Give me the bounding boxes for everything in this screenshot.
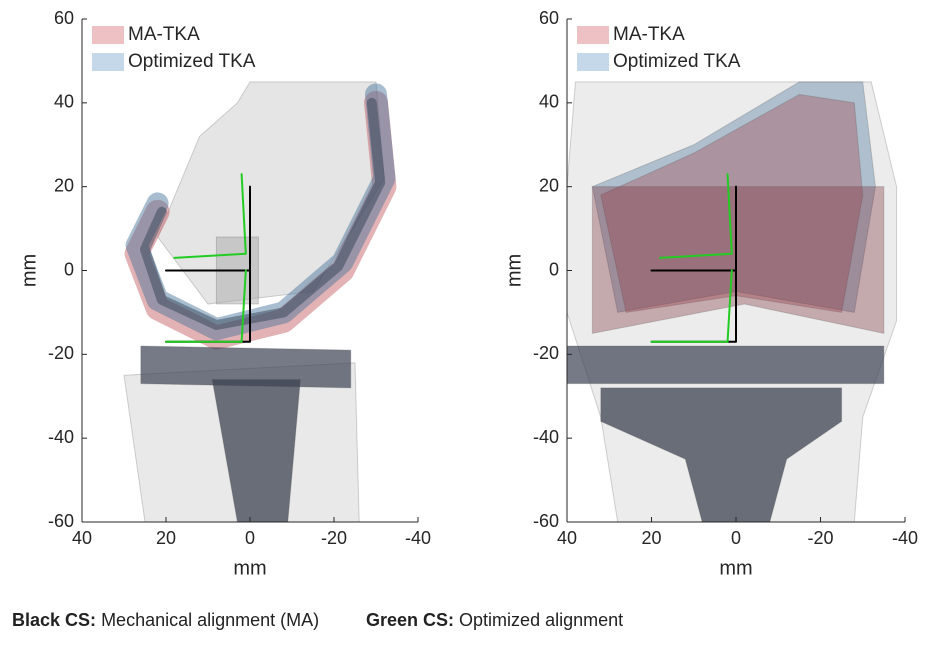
legend-label: MA-TKA: [613, 24, 685, 45]
caption-text: Optimized alignment: [459, 610, 623, 630]
caption-label: Green CS:: [366, 610, 454, 630]
implant-shape: [567, 346, 884, 384]
caption-item: Black CS: Mechanical alignment (MA): [12, 610, 319, 631]
y-tick-label: -20: [48, 343, 74, 363]
x-tick-label: -40: [405, 528, 431, 548]
x-tick-label: -40: [892, 528, 918, 548]
x-tick-label: 20: [156, 528, 176, 548]
x-axis-label: mm: [719, 557, 752, 579]
x-tick-label: 0: [245, 528, 255, 548]
y-tick-label: -60: [533, 511, 559, 531]
chart: 40 20 0 -20 -40 -60 -40 -20 0 20 40 60 mm mm MA-TKA Opt…: [0, 0, 929, 600]
x-axis-label: mm: [233, 557, 266, 579]
legend-label: Optimized TKA: [613, 51, 741, 72]
y-tick-label: 60: [539, 8, 559, 28]
x-tick-label: 20: [641, 528, 661, 548]
y-tick-label: -60: [48, 511, 74, 531]
legend-swatch: [577, 26, 609, 44]
y-axis-label: mm: [18, 254, 40, 287]
x-tick-label: -20: [807, 528, 833, 548]
y-tick-label: 40: [539, 92, 559, 112]
x-tick-label: 40: [72, 528, 92, 548]
legend-swatch: [92, 53, 124, 71]
legend-label: Optimized TKA: [128, 51, 256, 72]
y-axis-label: mm: [503, 254, 525, 287]
caption-label: Black CS:: [12, 610, 96, 630]
render: [567, 82, 897, 522]
y-tick-label: 20: [539, 175, 559, 195]
caption-text: Mechanical alignment (MA): [101, 610, 319, 630]
y-tick-label: -40: [533, 427, 559, 447]
figure: 40 20 0 -20 -40 -60 -40 -20 0 20 40 60 mm mm MA-TKA Opt…: [0, 0, 929, 658]
render: [124, 82, 384, 522]
y-tick-label: 0: [549, 259, 559, 279]
y-tick-label: -20: [533, 343, 559, 363]
y-tick-label: 20: [54, 175, 74, 195]
legend-label: MA-TKA: [128, 24, 200, 45]
x-tick-label: -20: [321, 528, 347, 548]
page: 40 20 0 -20 -40 -60 -40 -20 0 20 40 60 mm mm MA-TKA Opt…: [0, 0, 929, 658]
y-tick-label: -40: [48, 427, 74, 447]
y-tick-label: 40: [54, 92, 74, 112]
y-tick-label: 0: [64, 259, 74, 279]
legend-swatch: [92, 26, 124, 44]
x-tick-label: 0: [731, 528, 741, 548]
legend-swatch: [577, 53, 609, 71]
x-tick-label: 40: [557, 528, 577, 548]
y-tick-label: 60: [54, 8, 74, 28]
caption-item: Green CS: Optimized alignment: [366, 610, 623, 631]
